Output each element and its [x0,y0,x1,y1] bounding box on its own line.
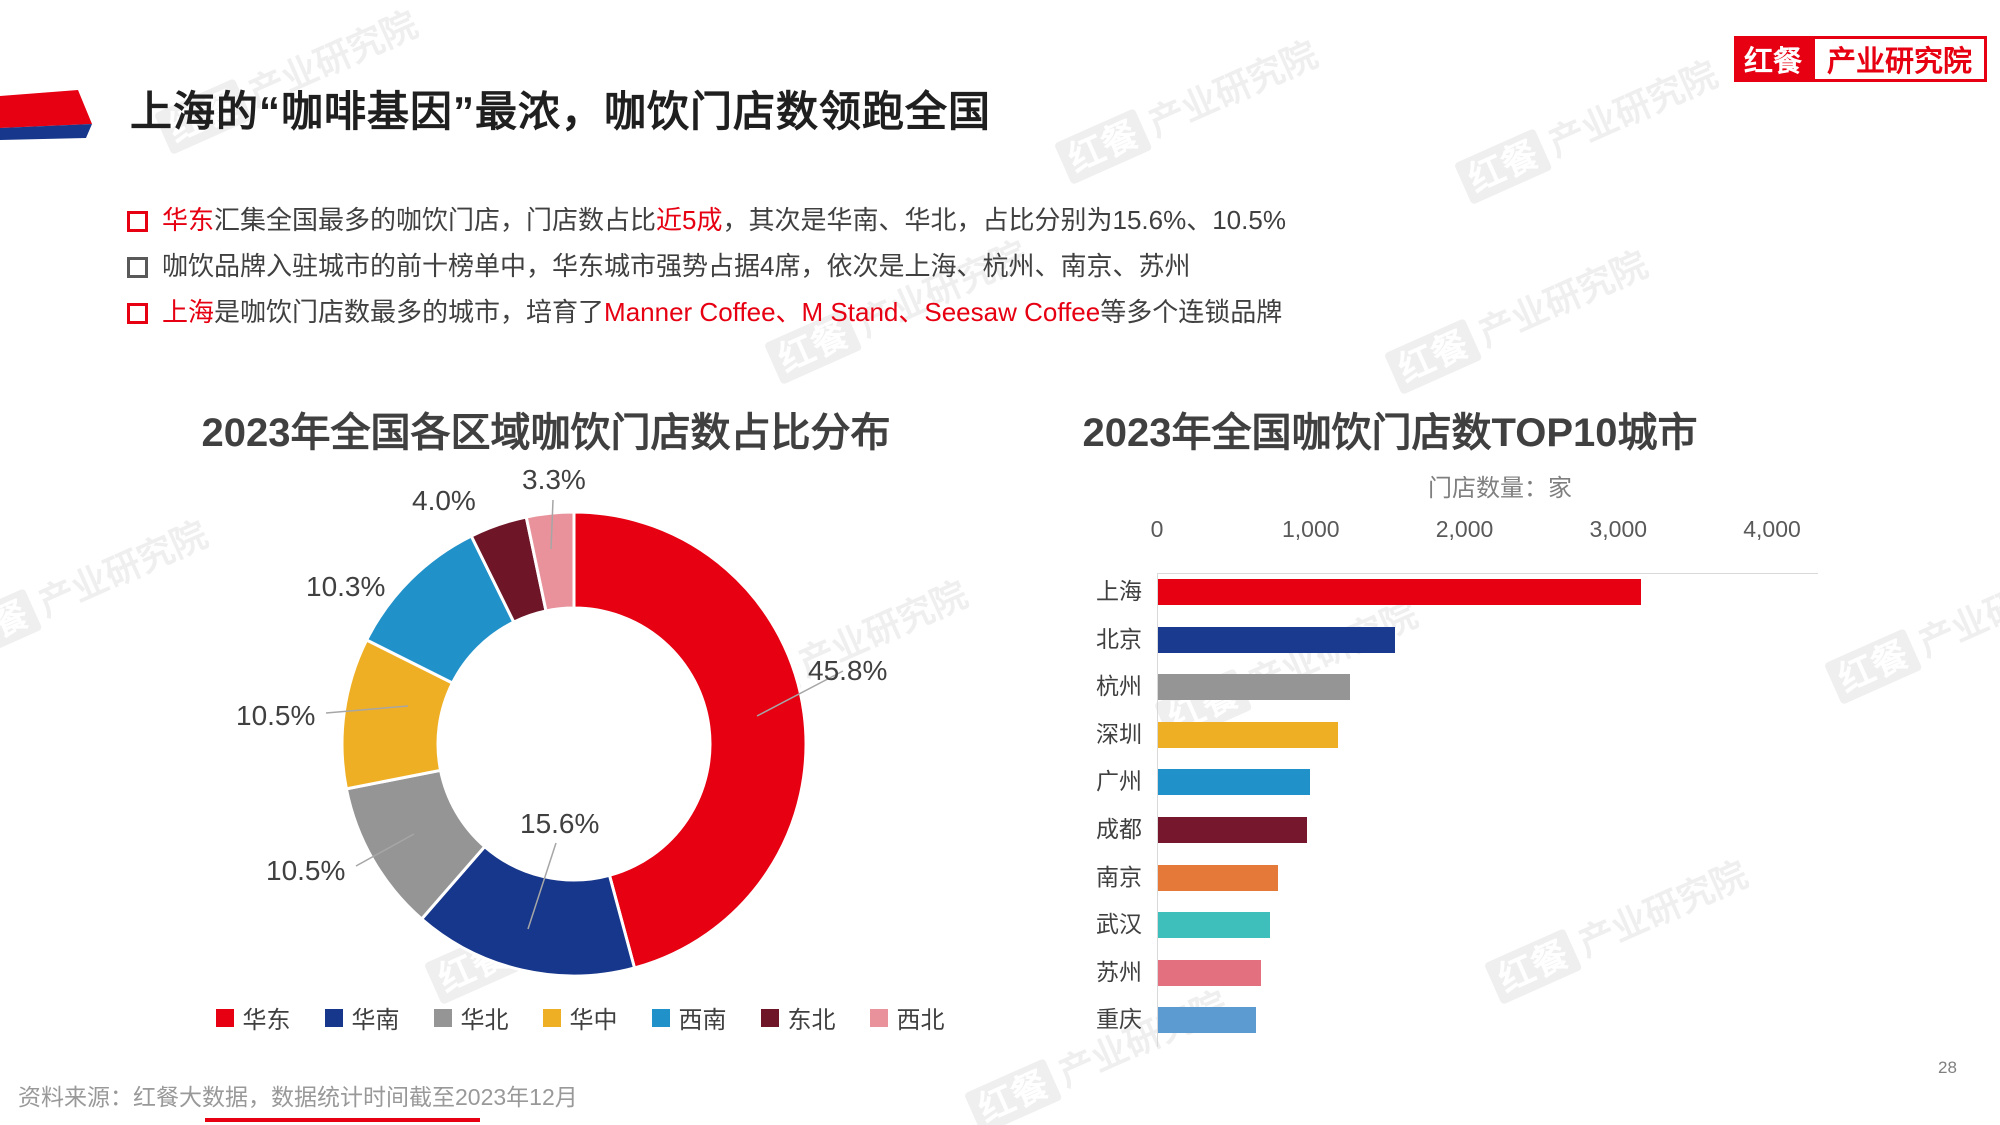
footer-accent-line [205,1118,480,1122]
brand-logo: 红餐 产业研究院 [1734,36,1988,82]
bullet-text-segment: ，其次是华南、华北，占比分别为15.6%、10.5% [722,205,1286,235]
donut-chart-title: 2023年全国各区域咖饮门店数占比分布 [201,411,891,455]
legend-swatch-icon [433,1008,452,1027]
donut-chart [340,510,808,978]
legend-swatch-icon [760,1008,779,1027]
watermark: 红餐产业研究院 [1381,236,1654,396]
bar-category-label-成都: 成都 [1096,816,1142,842]
donut-legend: 华东 华南 华北 华中 西南 东北 西北 [150,1000,1010,1035]
donut-label-dongbei: 4.0% [412,485,476,516]
legend-swatch-icon [869,1008,888,1027]
watermark: 红餐产业研究院 [1051,26,1324,186]
donut-label-huanan: 15.6% [520,808,600,839]
bar-category-label-杭州: 杭州 [1096,673,1142,700]
bullet-text-segment: Manner Coffee、M Stand、Seesaw Coffee [604,297,1101,327]
watermark: 红餐产业研究院 [0,506,215,666]
legend-swatch-icon [651,1008,670,1027]
donut-label-huadong: 45.8% [808,655,888,686]
bullet-text-segment: 上海 [162,297,215,327]
watermark: 红餐产业研究院 [1821,546,2000,706]
donut-slice-西北 [524,510,576,613]
bullet-item: 咖饮品牌入驻城市的前十榜单中，华东城市强势占据4席，依次是上海、杭州、南京、苏州 [127,250,1286,296]
bar-南京 [1158,864,1278,891]
title-marker-shape [0,90,92,140]
bar-category-label-广州: 广州 [1096,768,1142,795]
bullet-text-segment: 近5成 [656,205,723,235]
bullet-item: 上海是咖饮门店数最多的城市，培育了Manner Coffee、M Stand、S… [127,296,1286,342]
bar-category-label-深圳: 深圳 [1096,720,1142,747]
donut-label-huabei: 10.5% [266,855,346,886]
bullet-square-icon [127,211,148,232]
legend-label: 华东 [242,1007,291,1034]
legend-item-华南: 华南 [324,1000,400,1035]
bar-category-label-南京: 南京 [1096,863,1142,890]
bullet-item: 华东汇集全国最多的咖饮门店，门店数占比近5成，其次是华南、华北，占比分别为15.… [127,204,1286,250]
bullet-text-segment: 汇集全国最多的咖饮门店，门店数占比 [214,205,657,235]
donut-label-huazhong: 10.5% [236,700,316,731]
x-tick-label: 0 [1150,516,1164,542]
bullet-text-segment: 华东 [162,205,215,235]
legend-swatch-icon [324,1008,343,1027]
bar-武汉 [1158,912,1271,939]
bar-深圳 [1158,721,1338,748]
legend-label: 西南 [678,1007,727,1034]
x-tick-label: 1,000 [1281,516,1340,542]
x-tick-label: 3,000 [1589,516,1648,542]
watermark: 红餐产业研究院 [1451,46,1724,206]
legend-item-西南: 西南 [651,1000,727,1035]
legend-item-华北: 华北 [433,1000,509,1035]
bullet-text-segment: 是咖饮门店数最多的城市，培育了 [214,297,605,327]
bullet-square-icon [127,257,148,278]
brand-logo-text: 产业研究院 [1812,36,1988,82]
bar-category-label-武汉: 武汉 [1096,911,1142,938]
bullet-text: 华东汇集全国最多的咖饮门店，门店数占比近5成，其次是华南、华北，占比分别为15.… [162,204,1286,236]
bar-成都 [1158,817,1308,843]
bar-苏州 [1158,959,1261,986]
bar-广州 [1158,769,1311,796]
brand-logo-mark: 红餐 [1734,36,1813,82]
bullet-text-segment: 等多个连锁品牌 [1100,297,1283,327]
donut-label-xinan: 10.3% [306,571,386,602]
legend-label: 东北 [787,1007,836,1034]
bar-category-label-北京: 北京 [1096,625,1142,652]
bar-chart-unit-label: 门店数量：家 [1428,475,1572,502]
bar-chart-plot-area [1157,573,1818,1047]
bar-北京 [1158,626,1395,653]
bar-重庆 [1158,1007,1257,1034]
donut-slice-华东 [572,510,808,970]
legend-item-东北: 东北 [760,1000,836,1035]
bar-chart-title: 2023年全国咖饮门店数TOP10城市 [1082,411,1698,455]
legend-item-华东: 华东 [215,1000,291,1035]
legend-label: 华北 [460,1007,509,1034]
legend-swatch-icon [215,1008,234,1027]
bullet-list: 华东汇集全国最多的咖饮门店，门店数占比近5成，其次是华南、华北，占比分别为15.… [127,204,1286,342]
bar-杭州 [1158,674,1351,701]
page-number: 28 [1938,1058,1957,1077]
bullet-square-icon [127,303,148,324]
bullet-text-segment: 咖饮品牌入驻城市的前十榜单中，华东城市强势占据4席，依次是上海、杭州、南京、苏州 [162,251,1191,281]
x-tick-label: 2,000 [1435,516,1494,542]
legend-label: 西北 [896,1007,945,1034]
bar-上海 [1158,579,1641,605]
bar-category-label-重庆: 重庆 [1096,1006,1142,1033]
legend-label: 华中 [569,1007,618,1034]
page-title: 上海的“咖啡基因”最浓，咖饮门店数领跑全国 [130,88,992,135]
legend-item-华中: 华中 [542,1000,618,1035]
bullet-text: 咖饮品牌入驻城市的前十榜单中，华东城市强势占据4席，依次是上海、杭州、南京、苏州 [162,250,1190,282]
x-tick-label: 4,000 [1743,516,1801,542]
source-note: 资料来源：红餐大数据，数据统计时间截至2023年12月 [18,1084,578,1110]
bullet-text: 上海是咖饮门店数最多的城市，培育了Manner Coffee、M Stand、S… [162,296,1282,328]
legend-item-西北: 西北 [869,1000,945,1035]
donut-label-xibei: 3.3% [522,464,586,495]
bar-category-label-上海: 上海 [1096,578,1142,604]
bar-category-label-苏州: 苏州 [1096,958,1142,985]
legend-label: 华南 [351,1007,400,1034]
legend-swatch-icon [542,1008,561,1027]
